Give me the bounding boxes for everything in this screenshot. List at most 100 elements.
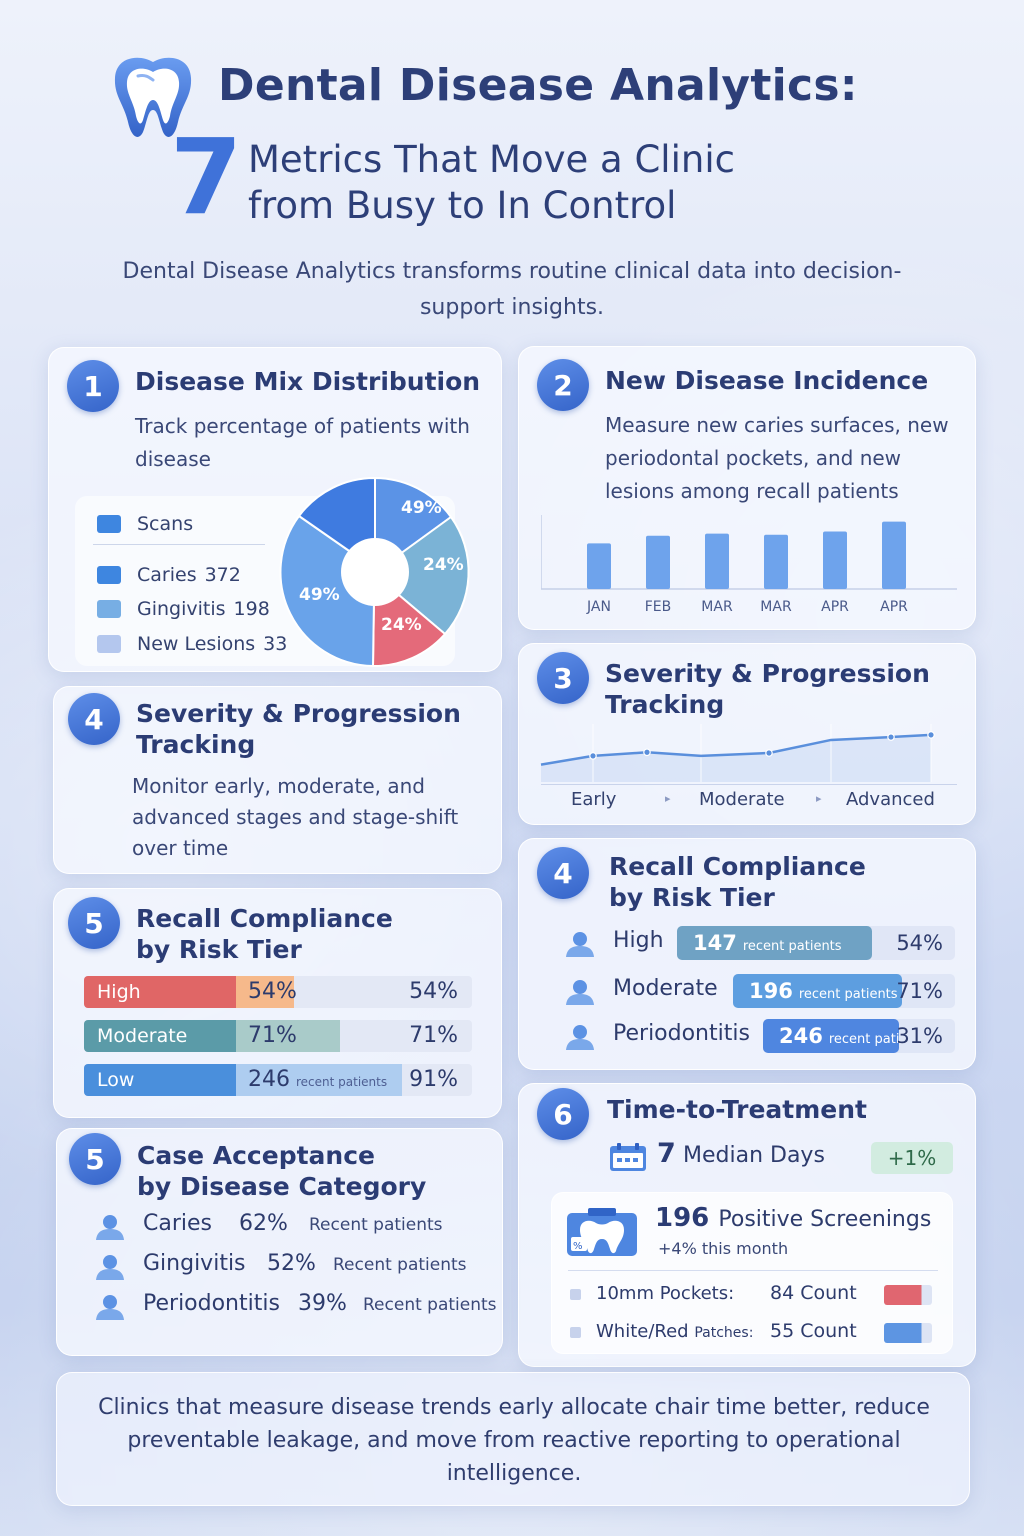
progression-line-chart [540,724,935,782]
card-time-to-treatment: 6 Time-to-Treatment 7 Median Days +1% % … [518,1083,976,1367]
person-icon [96,1255,124,1280]
incidence-bar [882,521,906,589]
intro-text: Dental Disease Analytics transforms rout… [122,259,902,320]
card-number-badge: 6 [537,1088,589,1140]
risk-bar-high: High 54% 54% [84,976,472,1008]
donut-label: 49% [299,585,340,605]
month-label: APR [821,599,849,615]
card-number-badge: 5 [68,897,120,949]
month-label: JAN [587,599,611,615]
card-description: Monitor early, moderate, and advanced st… [132,774,459,860]
calendar-icon [610,1143,646,1171]
legend-value: 198 [233,598,270,620]
legend-label: New Lesions [137,633,256,655]
stage-label-early: Early [571,789,617,810]
svg-text:%: % [573,1241,583,1252]
screening-item-small: Patches: [694,1325,754,1341]
screening-item-bar [884,1285,932,1305]
risk-row-fill: 196 recent patients [733,974,902,1008]
legend-swatch [97,515,121,533]
tooth-logo-icon [114,57,192,137]
risk-bar-end-value: 54% [409,979,458,1004]
card-title-line-1: Case Acceptance [137,1141,375,1170]
screenings-value: 196 [655,1203,710,1233]
stage-arrow-icon: ▸ [816,792,822,805]
card-title-line-2: Tracking [605,690,725,719]
page-title: Dental Disease Analytics: [218,60,858,111]
risk-bar-note: recent patients [296,1075,388,1089]
card-title-line-2: by Disease Category [137,1172,427,1201]
screening-item-label: White/Red Patches: [596,1321,753,1342]
risk-row-track: 147 recent patients 54% [677,926,955,960]
person-icon [566,1025,594,1050]
stage-label-moderate: Moderate [699,789,785,810]
acceptance-percent: 62% [239,1211,288,1236]
card-title-line-1: Recall Compliance [609,852,866,881]
screening-item-count: 55 Count [770,1320,857,1342]
risk-bar-end-value: 71% [409,1023,458,1048]
median-days-value: 7 [657,1138,676,1169]
progression-point [887,733,895,741]
risk-tier-label: Moderate [84,1020,236,1052]
footer-text: Clinics that measure disease trends earl… [98,1395,930,1486]
incidence-bar [646,535,670,589]
risk-bar-fill: 54% [236,976,297,1008]
month-label: FEB [644,599,672,615]
risk-row-percent: 54% [896,931,943,955]
screenings-subtext: +4% this month [658,1239,789,1258]
legend-value: 372 [204,564,241,586]
progression-point [765,749,773,757]
incidence-bar [705,533,729,589]
card-description: Track percentage of patients with diseas… [135,414,470,471]
card-recall-compliance-left: 5 Recall Compliance by Risk Tier High 54%… [53,888,502,1118]
acceptance-label: Periodontitis [143,1291,280,1316]
risk-tier-label: Low [84,1064,236,1096]
progression-point [927,731,935,739]
subtitle-line-2: from Busy to In Control [248,184,677,227]
screening-item: White/Red Patches: 55 Count [570,1319,936,1347]
legend-swatch [97,566,121,584]
person-icon [566,980,594,1005]
legend-swatch [97,600,121,618]
risk-bar-end-value: 91% [409,1067,458,1092]
month-label: MAR [760,599,792,615]
card-title-line-1: Severity & Progression [605,659,930,688]
risk-row-label: Moderate [613,976,718,1001]
acceptance-row-caries: Caries 62% Recent patients [93,1211,493,1245]
acceptance-percent: 39% [298,1291,347,1316]
card-title: Disease Mix Distribution [135,367,481,396]
card-severity-progression-left: 4 Severity & Progression Tracking Monito… [53,686,502,874]
stage-arrow-icon: ▸ [665,792,671,805]
acceptance-label: Caries [143,1211,212,1236]
risk-row-track: 246 recent patien31% [763,1019,955,1053]
legend-item-caries: Caries 372 [97,564,241,586]
card-disease-mix: 1 Disease Mix Distribution Track percent… [48,347,502,672]
chart-baseline [541,784,957,785]
card-title: Time-to-Treatment [607,1095,867,1124]
legend-item-gingivitis: Gingivitis 198 [97,598,270,620]
acceptance-label: Gingivitis [143,1251,246,1276]
progression-line [540,733,932,766]
risk-bar-moderate: Moderate 71% 71% [84,1020,472,1052]
card-recall-compliance-right: 4 Recall Compliance by Risk Tier High 147… [518,838,976,1070]
card-description: Measure new caries surfaces, new periodo… [605,413,949,503]
risk-row-note: recent patients [798,987,898,1002]
footer-summary: Clinics that measure disease trends earl… [56,1372,970,1506]
risk-row-percent: 31% [896,1024,943,1048]
risk-bar-fill: 246 recent patients [236,1064,403,1096]
risk-row-note: recent patien [828,1032,900,1047]
card-severity-progression-right: 3 Severity & Progression Tracking Early … [518,643,976,825]
person-icon [96,1295,124,1320]
acceptance-note: Recent patients [309,1215,443,1235]
card-number-badge: 3 [537,652,589,704]
progression-point [643,748,651,757]
card-number-badge: 4 [68,693,120,745]
risk-row-note: recent patients [742,939,842,954]
risk-bar-mid-value: 54% [248,979,297,1004]
header: Dental Disease Analytics: 7 Metrics That… [0,0,1024,340]
donut-chart: 49% 24% 24% 49% [279,476,470,668]
legend-divider [93,544,265,545]
panel-divider [568,1270,938,1271]
bullet-icon [570,1289,581,1300]
x-ray-tooth-icon: % [567,1208,637,1256]
